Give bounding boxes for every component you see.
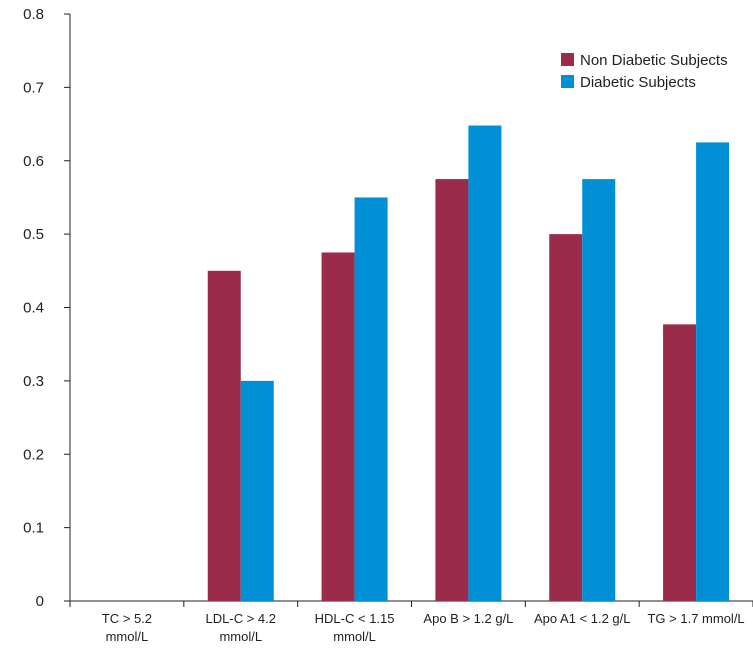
y-tick-label: 0.2: [23, 446, 44, 463]
y-tick-label: 0.5: [23, 226, 44, 243]
y-tick-label: 0: [36, 593, 44, 610]
x-tick-label: HDL-C < 1.15: [315, 611, 395, 626]
y-tick-label: 0.6: [23, 153, 44, 170]
x-tick-label: Apo A1 < 1.2 g/L: [534, 611, 631, 626]
y-tick-label: 0.7: [23, 79, 44, 96]
x-tick-label: LDL-C > 4.2: [206, 611, 276, 626]
x-tick-label: TG > 1.7 mmol/L: [647, 611, 744, 626]
bar-diabetic: [582, 179, 616, 601]
x-tick-label: mmol/L: [106, 629, 149, 644]
x-axis: TC > 5.2 mmol/L LDL-C > 4.2 mmol/L HDL-C < 1…: [69, 600, 753, 644]
bar-non-diabetic: [435, 179, 469, 601]
bar-diabetic: [354, 197, 388, 601]
bar-diabetic: [696, 142, 730, 601]
x-tick-label: mmol/L: [219, 629, 262, 644]
legend-swatch: [561, 75, 574, 88]
x-tick-label: mmol/L: [333, 629, 376, 644]
y-axis: 0 0.1 0.2 0.3 0.4 0.5 0.6 0.7 0.8: [23, 6, 71, 610]
bar-diabetic: [468, 125, 502, 601]
legend-label: Non Diabetic Subjects: [580, 52, 728, 69]
y-tick-label: 0.4: [23, 300, 44, 317]
legend-label: Diabetic Subjects: [580, 74, 696, 91]
legend-swatch: [561, 53, 574, 66]
bar-non-diabetic: [321, 252, 355, 601]
legend: Non Diabetic Subjects Diabetic Subjects: [561, 52, 728, 91]
bar-non-diabetic: [207, 270, 241, 601]
y-tick-label: 0.3: [23, 373, 44, 390]
bar-diabetic: [240, 380, 274, 601]
y-tick-label: 0.1: [23, 520, 44, 537]
y-tick-label: 0.8: [23, 6, 44, 23]
bars: [207, 125, 730, 601]
x-tick-label: Apo B > 1.2 g/L: [423, 611, 513, 626]
x-tick-label: TC > 5.2: [102, 611, 152, 626]
bar-non-diabetic: [663, 324, 697, 601]
bar-non-diabetic: [549, 234, 583, 601]
